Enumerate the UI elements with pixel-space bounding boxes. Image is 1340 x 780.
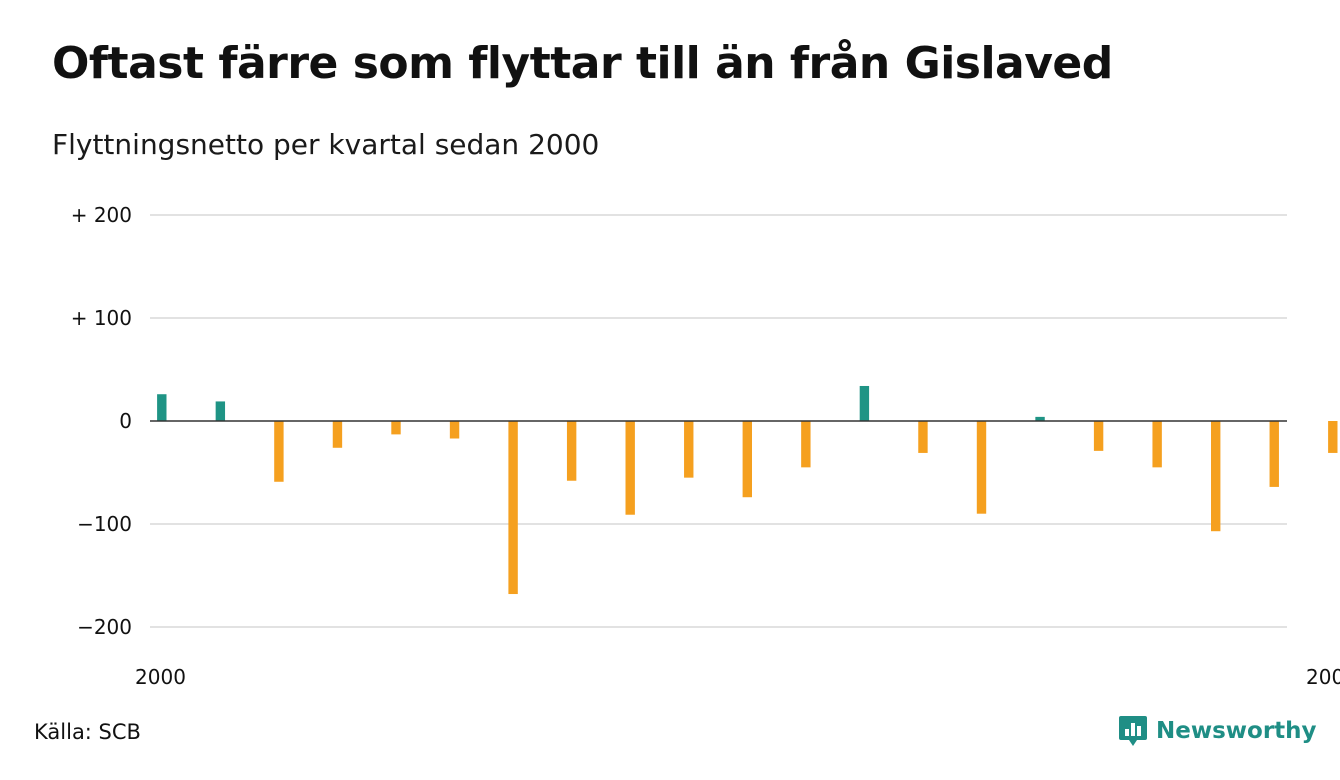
- bar: [1093, 421, 1104, 451]
- y-tick-label: + 100: [71, 306, 132, 330]
- bar: [508, 421, 518, 595]
- bar: [684, 421, 694, 478]
- bar: [566, 421, 577, 481]
- bar: [1211, 421, 1221, 532]
- bar: [1035, 416, 1045, 421]
- y-tick-label: + 200: [71, 203, 132, 227]
- x-axis-tick-labels: 20002005201020152020: [135, 665, 1340, 689]
- bars: [157, 385, 1338, 595]
- bar: [625, 421, 635, 515]
- bar: [157, 394, 167, 421]
- y-tick-label: −100: [77, 512, 132, 536]
- bar: [859, 385, 870, 421]
- bar: [1328, 421, 1338, 453]
- brand-name: Newsworthy: [1156, 718, 1317, 744]
- gridlines: [150, 214, 1287, 628]
- bar: [274, 421, 284, 482]
- chart-subtitle: Flyttningsnetto per kvartal sedan 2000: [52, 128, 600, 161]
- x-tick-label: 2000: [135, 665, 186, 689]
- bar: [1269, 421, 1279, 487]
- bar: [918, 421, 928, 453]
- chart-title: Oftast färre som flyttar till än från Gi…: [52, 38, 1113, 89]
- y-tick-label: −200: [77, 615, 132, 639]
- brand-logo[interactable]: Newsworthy: [1118, 714, 1317, 748]
- y-tick-label: 0: [119, 409, 132, 433]
- bar: [1152, 421, 1162, 468]
- x-tick-label: 2005: [1306, 665, 1340, 689]
- newsworthy-logo-icon: [1119, 716, 1147, 746]
- bar: [332, 421, 343, 448]
- bar: [976, 421, 987, 514]
- bar: [742, 421, 752, 498]
- y-axis-tick-labels: + 200 + 100 0 −100 −200: [71, 203, 132, 639]
- source-note: Källa: SCB: [34, 720, 141, 744]
- bar: [391, 421, 401, 435]
- bar: [801, 421, 811, 468]
- bar: [449, 421, 460, 439]
- bar: [215, 401, 226, 421]
